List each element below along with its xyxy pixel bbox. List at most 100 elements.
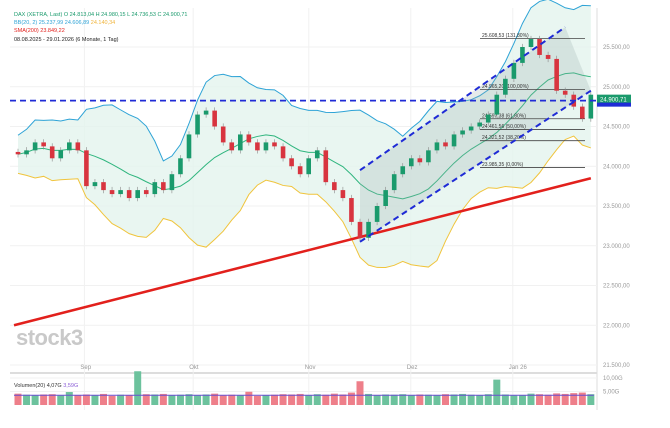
candle <box>366 221 371 238</box>
fib-label: 25.608,53 (131,80%) <box>482 33 529 39</box>
candle <box>135 190 140 199</box>
volume-bar <box>151 394 159 405</box>
candle <box>67 142 72 151</box>
candle <box>203 110 209 115</box>
candle <box>323 150 329 183</box>
volume-bar <box>313 394 321 405</box>
candle <box>263 142 269 151</box>
legend-bb-values: BB(20, 2) 25.237,99 24.606,89 <box>14 20 90 26</box>
volume-bar <box>91 395 99 405</box>
volume-tick-label: 5,00G <box>603 390 620 396</box>
candle <box>178 158 183 175</box>
volume-bar <box>74 395 82 405</box>
candle <box>357 221 363 238</box>
volume-bar <box>570 393 578 405</box>
bollinger-lower <box>17 135 592 269</box>
candle <box>169 174 175 191</box>
volume-bar <box>236 395 244 405</box>
bollinger-fill <box>18 0 591 268</box>
channel-lower-line <box>359 89 592 243</box>
volume-bar <box>467 394 475 405</box>
candle <box>41 142 46 147</box>
volume-bar <box>416 394 424 405</box>
volume-bar <box>125 395 133 405</box>
candle <box>588 94 594 119</box>
candle <box>195 114 200 135</box>
volume-bar <box>587 394 595 405</box>
y-tick-label: 23.000,00 <box>603 244 630 250</box>
volume-bar <box>262 395 270 405</box>
line-tag <box>597 102 631 107</box>
volume-bar <box>347 392 355 405</box>
candle <box>434 142 440 151</box>
volume-bar <box>142 394 150 405</box>
volume-bar <box>279 394 287 405</box>
volume-bar <box>159 393 167 405</box>
volume-bar <box>305 395 313 405</box>
legend-sma: SMA(200) 23.849,22 <box>14 28 65 34</box>
candle <box>220 126 226 143</box>
volume-tick-label: 10,00G <box>603 376 623 382</box>
y-tick-label: 25.000,00 <box>603 85 630 91</box>
volume-bar <box>65 392 73 405</box>
volume-bar <box>339 394 347 405</box>
candle <box>349 198 354 222</box>
volume-bar <box>476 395 484 405</box>
volume-bar <box>484 394 492 405</box>
candle <box>400 166 406 175</box>
volume-bar <box>390 394 398 405</box>
x-tick-label: Dez <box>407 365 418 371</box>
legend-main: DAX (XETRA, Last) O 24.813,04 H 24.980,1… <box>14 12 188 18</box>
candle <box>314 150 320 159</box>
candle <box>468 126 474 131</box>
x-tick-label: Sep <box>80 365 91 371</box>
volume-bar <box>202 394 210 405</box>
candle <box>306 158 311 175</box>
candle <box>520 47 525 63</box>
volume-bar <box>399 394 407 405</box>
candle <box>417 158 423 163</box>
volume-bar <box>382 394 390 405</box>
volume-bar <box>185 394 193 405</box>
candle <box>118 190 123 195</box>
candle <box>143 190 149 195</box>
channel-upper-line <box>359 26 566 172</box>
y-tick-label: 25.500,00 <box>603 45 630 51</box>
candle <box>126 190 132 199</box>
candle <box>49 146 55 159</box>
volume-bar <box>459 393 467 405</box>
candle <box>485 114 491 123</box>
candle <box>391 174 397 191</box>
volume-bar <box>176 394 184 405</box>
volume-bar <box>450 394 458 405</box>
y-tick-label: 24.000,00 <box>603 164 630 170</box>
volume-bar <box>356 381 364 405</box>
candle <box>451 134 457 147</box>
volume-bar <box>373 395 381 405</box>
y-tick-label: 23.500,00 <box>603 204 630 210</box>
candle <box>340 190 346 199</box>
volume-bar <box>271 394 278 405</box>
volume-bar <box>14 393 22 405</box>
candle <box>161 182 166 191</box>
legend-range[interactable]: 08.08.2025 - 29.01.2026 (6 Monate, 1 Tag… <box>14 37 119 43</box>
candle <box>503 78 508 95</box>
candle <box>460 130 465 135</box>
volume-bar <box>117 394 125 405</box>
volume-bar <box>82 394 90 405</box>
y-tick-label: 21.500,00 <box>603 363 630 369</box>
volume-bar <box>365 393 373 405</box>
candle <box>528 39 534 47</box>
volume-bar <box>245 391 253 405</box>
bollinger-middle <box>17 72 591 200</box>
candle <box>554 58 559 91</box>
volume-bar <box>228 394 236 405</box>
volume-bar <box>48 394 56 405</box>
x-tick-label: Nov <box>305 365 316 371</box>
candle <box>255 142 260 151</box>
volume-bar <box>288 394 296 405</box>
volume-bar <box>322 394 330 405</box>
volume-bar <box>100 393 107 405</box>
